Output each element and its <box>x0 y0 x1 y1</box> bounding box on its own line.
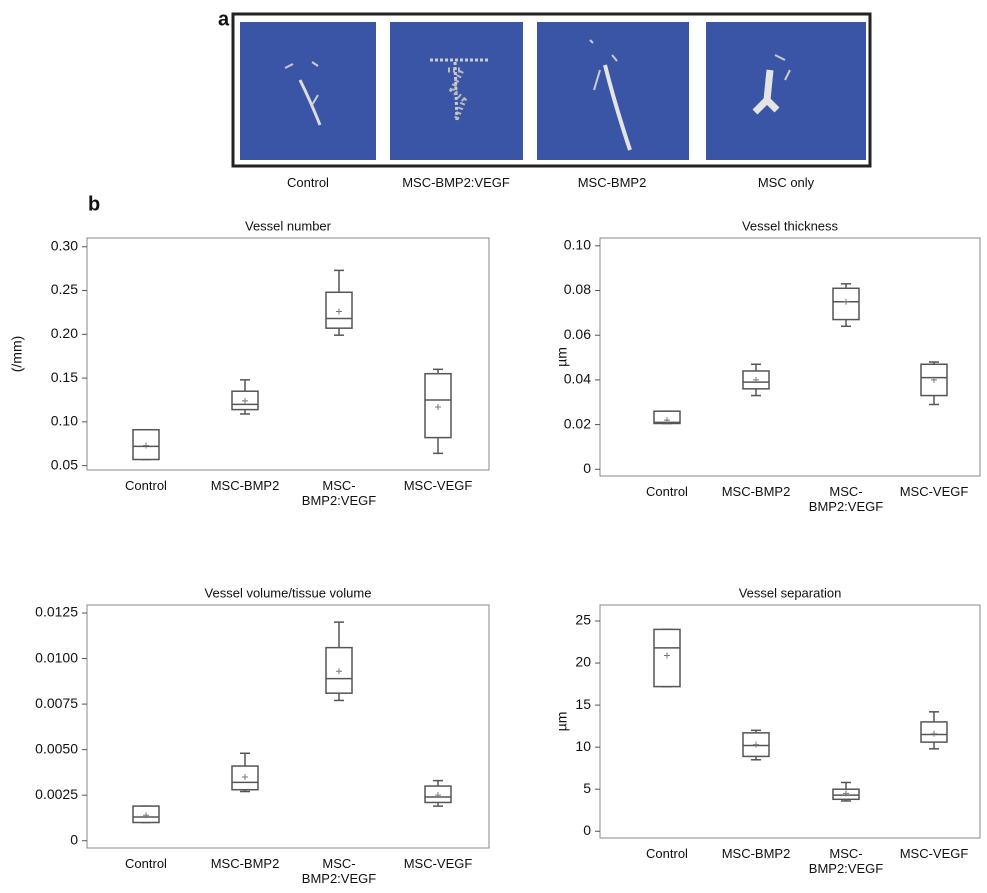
chart-title: Vessel separation <box>739 585 842 600</box>
x-tick-label: Control <box>107 478 185 493</box>
x-tick-label: MSC-VEGF <box>399 478 477 493</box>
y-tick-label: 10 <box>575 738 591 754</box>
x-tick-label: MSC-BMP2:VEGF <box>300 856 378 886</box>
micro-ct-image <box>706 22 866 160</box>
chart-title: Vessel volume/tissue volume <box>205 585 372 600</box>
image-caption: MSC-BMP2 <box>578 175 647 190</box>
y-tick-label: 0.08 <box>564 281 591 297</box>
panel-label: b <box>88 193 100 215</box>
y-tick-label: 0.25 <box>51 281 78 297</box>
y-tick-label: 0.05 <box>51 456 78 472</box>
y-axis-label: µm <box>554 347 570 367</box>
y-tick-label: 0.0075 <box>35 695 78 711</box>
x-tick-label: MSC-VEGF <box>895 484 973 499</box>
y-tick-label: 0.10 <box>51 413 78 429</box>
y-tick-label: 0.02 <box>564 415 591 431</box>
image-caption: MSC-BMP2:VEGF <box>402 175 510 190</box>
x-tick-label: MSC-VEGF <box>399 856 477 871</box>
x-tick-label: MSC-BMP2:VEGF <box>807 484 885 514</box>
chart-title: Vessel number <box>245 218 332 233</box>
figure: a b Vessel number (/mm) 0.05 0.10 0.15 0.20 0.… <box>0 0 987 893</box>
y-tick-label: 15 <box>575 696 591 712</box>
y-tick-label: 20 <box>575 654 591 670</box>
micro-ct-image <box>537 22 689 160</box>
image-caption: Control <box>287 175 329 190</box>
x-tick-label: MSC-BMP2:VEGF <box>807 846 885 876</box>
panel-label: a <box>218 8 230 30</box>
y-tick-label: 0.04 <box>564 371 591 387</box>
x-tick-label: MSC-BMP2:VEGF <box>300 478 378 508</box>
y-tick-label: 0.30 <box>51 237 78 253</box>
x-tick-label: MSC-BMP2 <box>717 484 795 499</box>
x-tick-label: Control <box>628 846 706 861</box>
y-tick-label: 5 <box>583 780 591 796</box>
page: {"panel_a": {"label": "a", "captions": [… <box>0 0 987 893</box>
y-tick-label: 0.10 <box>564 237 591 253</box>
y-tick-label: 0.0100 <box>35 649 78 665</box>
y-tick-label: 0.06 <box>564 326 591 342</box>
y-tick-label: 0.0125 <box>35 604 78 620</box>
y-tick-label: 0.0050 <box>35 740 78 756</box>
micro-ct-image <box>390 22 523 160</box>
micro-ct-image <box>240 22 376 160</box>
y-tick-label: 0.20 <box>51 325 78 341</box>
y-tick-label: 0.15 <box>51 369 78 385</box>
plot-frame <box>600 238 980 476</box>
y-tick-label: 0 <box>583 822 591 838</box>
y-tick-label: 0 <box>70 831 78 847</box>
y-axis-label: µm <box>554 712 570 732</box>
x-tick-label: MSC-BMP2 <box>206 856 284 871</box>
y-axis-label: (/mm) <box>9 336 25 373</box>
y-tick-label: 0 <box>583 460 591 476</box>
y-tick-label: 0.0025 <box>35 786 78 802</box>
x-tick-label: Control <box>628 484 706 499</box>
x-tick-label: MSC-VEGF <box>895 846 973 861</box>
x-tick-label: Control <box>107 856 185 871</box>
x-tick-label: MSC-BMP2 <box>206 478 284 493</box>
image-caption: MSC only <box>758 175 814 190</box>
x-tick-label: MSC-BMP2 <box>717 846 795 861</box>
chart-title: Vessel thickness <box>742 218 839 233</box>
y-tick-label: 25 <box>575 612 591 628</box>
